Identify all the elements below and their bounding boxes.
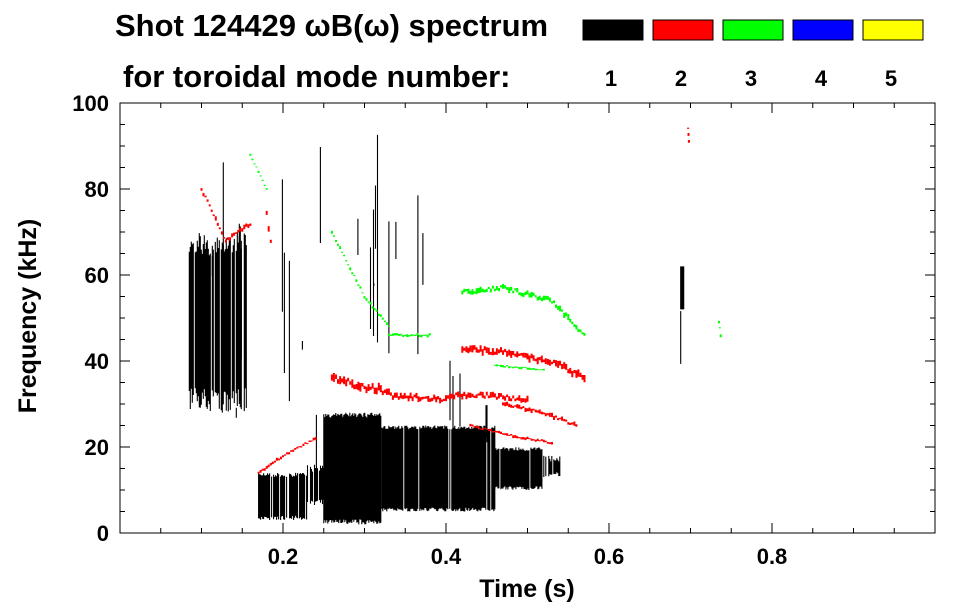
mode-1-region [381, 425, 496, 512]
mode-1-region [188, 232, 247, 413]
mode-1-region [543, 455, 561, 477]
mode-1-region [323, 412, 382, 525]
legend-swatch-mode-4 [792, 19, 854, 41]
axes: 0.2 0.4 0.6 0.8 0 20 40 60 80 100 [72, 91, 936, 569]
mode-3-ridge [718, 320, 722, 338]
mode-3-ridge [461, 284, 586, 336]
title-line-2: for toroidal mode number: [123, 59, 511, 94]
y-tick-label: 60 [85, 263, 109, 288]
mode-1-region [281, 147, 321, 467]
mode-1-region [449, 360, 488, 445]
y-tick-label: 20 [85, 435, 109, 460]
mode-1-region [494, 447, 543, 490]
mode-2-ridge [445, 391, 529, 403]
y-axis-label: Frequency (kHz) [14, 219, 42, 413]
title-line-1: Shot 124429 ωB(ω) spectrum [115, 8, 548, 43]
mode-1-region [680, 266, 685, 310]
legend: 1 2 3 4 5 [582, 19, 924, 91]
mode-1-region [357, 195, 424, 355]
legend-swatch-mode-5 [862, 19, 924, 41]
mode-3-ridge [493, 364, 545, 371]
mode-2-ridge [200, 188, 252, 243]
mode-1-region [211, 162, 242, 418]
x-tick-label: 0.4 [431, 544, 462, 569]
legend-swatch-mode-2 [652, 19, 714, 41]
legend-label-mode-5: 5 [885, 66, 897, 91]
mode-2-ridge [687, 127, 690, 143]
tick-marks [120, 103, 935, 533]
mode-3-ridge [387, 333, 431, 338]
x-axis-label: Time (s) [479, 575, 574, 603]
legend-label-mode-2: 2 [675, 66, 687, 91]
y-tick-label: 80 [85, 177, 109, 202]
mode-1-region [258, 472, 308, 520]
legend-label-mode-3: 3 [745, 66, 757, 91]
mode-2-ridge [461, 345, 586, 383]
mode-2-ridge [469, 423, 553, 445]
legend-label-mode-4: 4 [815, 66, 828, 91]
mode-2-ridge [265, 210, 272, 243]
mode-1-region [369, 134, 379, 343]
y-tick-label: 40 [85, 349, 109, 374]
plot-area [188, 127, 722, 525]
mode-2-ridge [387, 392, 447, 404]
x-tick-label: 0.6 [594, 544, 625, 569]
mode-3-ridge [249, 153, 268, 190]
legend-label-mode-1: 1 [605, 66, 617, 91]
mode-2-ridge [330, 373, 390, 396]
x-tick-label: 0.8 [757, 544, 788, 569]
legend-swatch-mode-1 [582, 19, 644, 41]
mode-2-ridge [502, 401, 578, 427]
x-tick-label: 0.2 [268, 544, 299, 569]
y-tick-label: 0 [97, 521, 109, 546]
legend-swatch-mode-3 [722, 19, 784, 41]
mode-2-ridge [257, 437, 317, 474]
y-tick-label: 100 [72, 91, 109, 116]
mode-3-ridge [330, 230, 390, 327]
